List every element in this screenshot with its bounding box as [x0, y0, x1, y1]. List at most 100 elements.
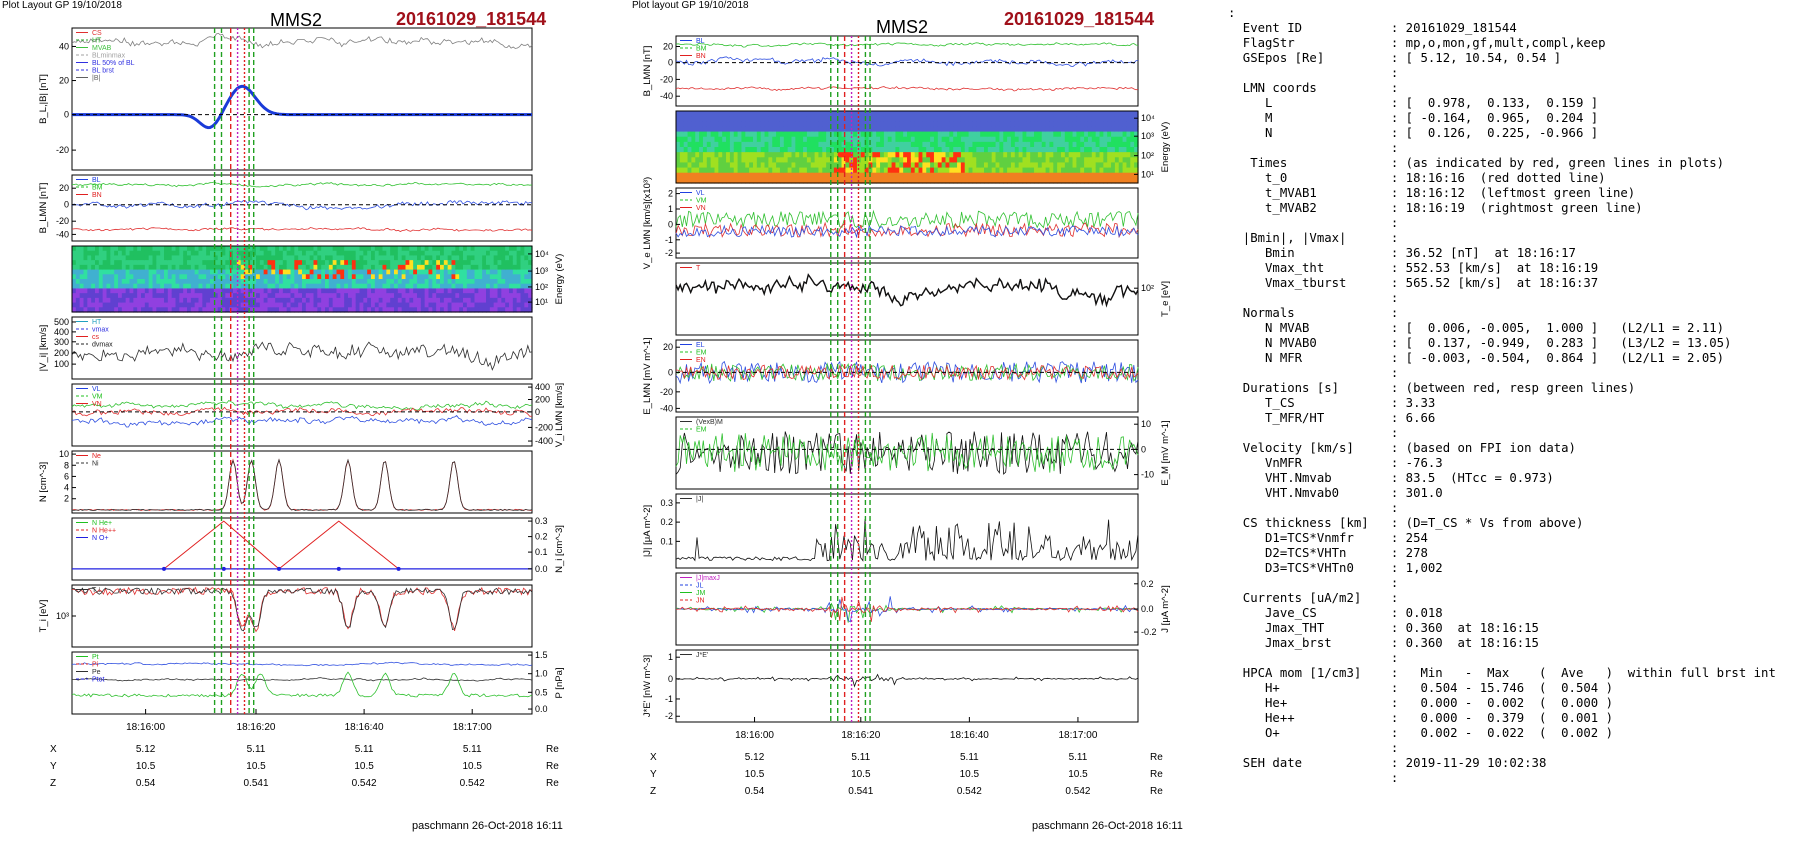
- mid-spec-cell: [695, 141, 700, 148]
- left-spec-cell: [466, 283, 472, 290]
- mid-spec-cell: [830, 162, 835, 169]
- mid-spec-cell: [1030, 157, 1035, 164]
- mid-spec-cell: [980, 121, 985, 128]
- left-spec-cell: [344, 274, 349, 280]
- left-spec-cell: [91, 302, 96, 308]
- left-rlabel: V_i LMN [km/s]: [554, 383, 565, 447]
- left-spec-cell: [344, 279, 349, 285]
- left-spec-cell: [309, 288, 315, 294]
- mid-spec-cell: [853, 111, 858, 117]
- left-spec-cell: [313, 246, 318, 252]
- mid-spec-cell: [1022, 136, 1027, 143]
- left-spec-cell: [75, 255, 81, 261]
- left-spec-cell: [302, 250, 307, 257]
- left-spec-cell: [340, 302, 345, 308]
- left-spec-cell: [198, 274, 203, 280]
- mid-spec-cell: [933, 126, 939, 133]
- mid-spec-cell: [722, 116, 727, 122]
- left-spec-cell: [309, 260, 315, 266]
- mid-spec-cell: [768, 111, 773, 117]
- mid-spec-cell: [733, 116, 739, 122]
- left-spec-cell: [489, 260, 495, 266]
- mid-spec-cell: [1091, 136, 1097, 143]
- mid-spec-cell: [691, 136, 696, 143]
- left-spec-cell: [390, 279, 395, 285]
- left-spec-cell: [524, 302, 529, 308]
- left-spec-cell: [75, 250, 81, 257]
- left-spec-cell: [217, 269, 223, 275]
- left-spec-cell: [221, 293, 226, 299]
- mid-spec-cell: [1103, 126, 1108, 133]
- mid-spec-cell: [903, 111, 908, 117]
- mid-rtick-label: 0.0: [1141, 604, 1154, 614]
- mid-spec-cell: [1130, 136, 1135, 143]
- mid-spec-cell: [741, 131, 746, 138]
- left-spec-cell: [275, 279, 280, 285]
- left-spec-cell: [72, 260, 77, 266]
- left-spec-cell: [175, 302, 180, 308]
- mid-spec-cell: [1030, 152, 1035, 158]
- mid-spec-cell: [853, 177, 858, 184]
- left-spec-cell: [102, 293, 108, 299]
- mid-spec-cell: [1010, 111, 1016, 117]
- left-spec-cell: [248, 279, 253, 285]
- left-spec-cell: [282, 250, 288, 257]
- mid-spec-cell: [695, 121, 700, 128]
- left-spec-cell: [340, 293, 345, 299]
- left-spec-cell: [240, 260, 246, 266]
- left-spec-cell: [378, 293, 384, 299]
- left-spec-cell: [374, 255, 380, 261]
- left-spec-cell: [386, 246, 391, 252]
- mid-spec-cell: [691, 172, 696, 179]
- mid-spec-cell: [872, 172, 877, 179]
- mid-spec-cell: [926, 111, 931, 117]
- left-spec-cell: [259, 260, 265, 266]
- left-spec-cell: [233, 250, 238, 257]
- mid-spec-cell: [880, 177, 885, 184]
- left-spec-cell: [309, 302, 315, 308]
- left-spec-cell: [371, 297, 376, 304]
- left-spec-cell: [102, 279, 108, 285]
- mid-spec-cell: [1099, 141, 1104, 148]
- left-spec-cell: [413, 307, 418, 313]
- mid-spec-cell: [1122, 136, 1128, 143]
- left-legend-label: Pi: [92, 662, 99, 669]
- mid-spec-cell: [753, 111, 758, 117]
- mid-spec-cell: [1068, 116, 1074, 122]
- mid-spec-cell: [883, 162, 889, 169]
- mid-spec-cell: [968, 157, 974, 164]
- left-spec-cell: [206, 255, 211, 261]
- left-ylabel: B_L,|B| [nT]: [38, 74, 49, 124]
- mid-spec-cell: [1041, 147, 1047, 153]
- left-spec-cell: [259, 250, 265, 257]
- left-spec-cell: [516, 302, 522, 308]
- left-spec-cell: [344, 264, 349, 271]
- left-spec-cell: [171, 274, 177, 280]
- left-spec-cell: [401, 288, 407, 294]
- mid-spec-cell: [702, 147, 708, 153]
- mid-spec-cell: [783, 126, 789, 133]
- left-spec-cell: [259, 279, 265, 285]
- mid-spec-cell: [1107, 126, 1112, 133]
- mid-spec-cell: [1126, 167, 1131, 174]
- mid-spec-cell: [1026, 136, 1031, 143]
- left-spec-cell: [110, 302, 115, 308]
- left-spec-cell: [451, 246, 456, 252]
- info-line: Normals :: [1228, 306, 1399, 320]
- mid-spec-cell: [1130, 172, 1135, 179]
- mid-spec-cell: [991, 147, 997, 153]
- left-spec-cell: [106, 255, 111, 261]
- left-spec-cell: [144, 288, 150, 294]
- left-spec-cell: [125, 255, 131, 261]
- mid-spec-cell: [756, 172, 762, 179]
- left-spec-cell: [501, 274, 506, 280]
- mid-spec-cell: [768, 141, 773, 148]
- mid-spec-cell: [687, 136, 692, 143]
- mid-spec-cell: [702, 121, 708, 128]
- left-spec-cell: [190, 288, 196, 294]
- mid-spec-cell: [1010, 157, 1016, 164]
- mid-spec-cell: [1095, 126, 1101, 133]
- left-spec-cell: [282, 269, 288, 275]
- left-spec-cell: [309, 297, 315, 304]
- left-spec-cell: [286, 255, 292, 261]
